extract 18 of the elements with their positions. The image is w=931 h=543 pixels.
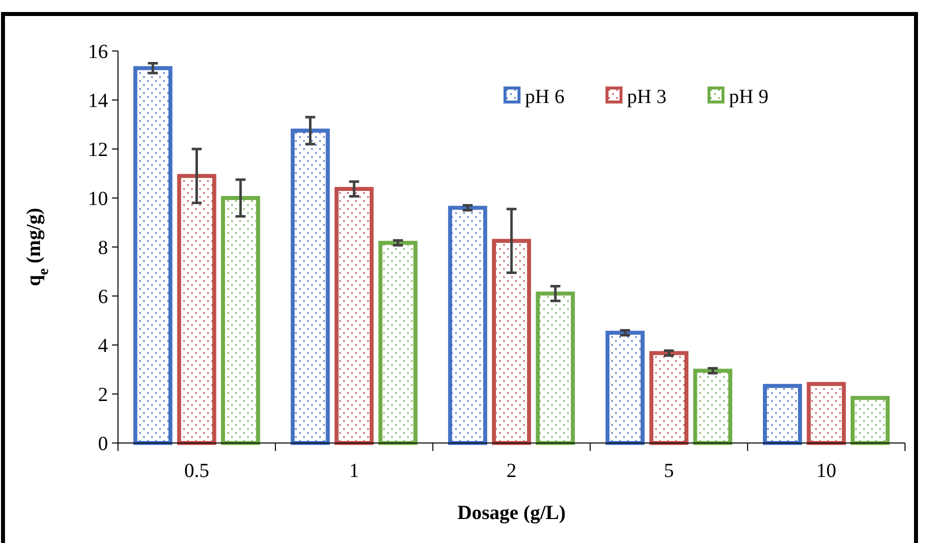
x-tick-label: 2 [506, 460, 516, 482]
x-axis-title: Dosage (g/L) [457, 502, 566, 524]
legend-label: pH 9 [729, 86, 768, 108]
y-tick-label: 16 [88, 41, 108, 63]
x-tick-label: 10 [816, 460, 836, 482]
x-tick-label: 5 [664, 460, 674, 482]
legend-label: pH 6 [525, 86, 564, 108]
y-tick-label: 10 [88, 188, 108, 210]
y-tick-label: 8 [98, 237, 108, 259]
y-tick-label: 4 [98, 335, 108, 357]
y-tick-label: 0 [98, 433, 108, 455]
y-tick-label: 2 [98, 384, 108, 406]
y-tick-label: 14 [88, 90, 108, 112]
y-tick-label: 6 [98, 286, 108, 308]
legend-label: pH 3 [627, 86, 666, 108]
x-tick-label: 1 [349, 460, 360, 482]
x-tick-label: 0.5 [184, 460, 210, 482]
y-tick-label: 12 [88, 139, 108, 161]
